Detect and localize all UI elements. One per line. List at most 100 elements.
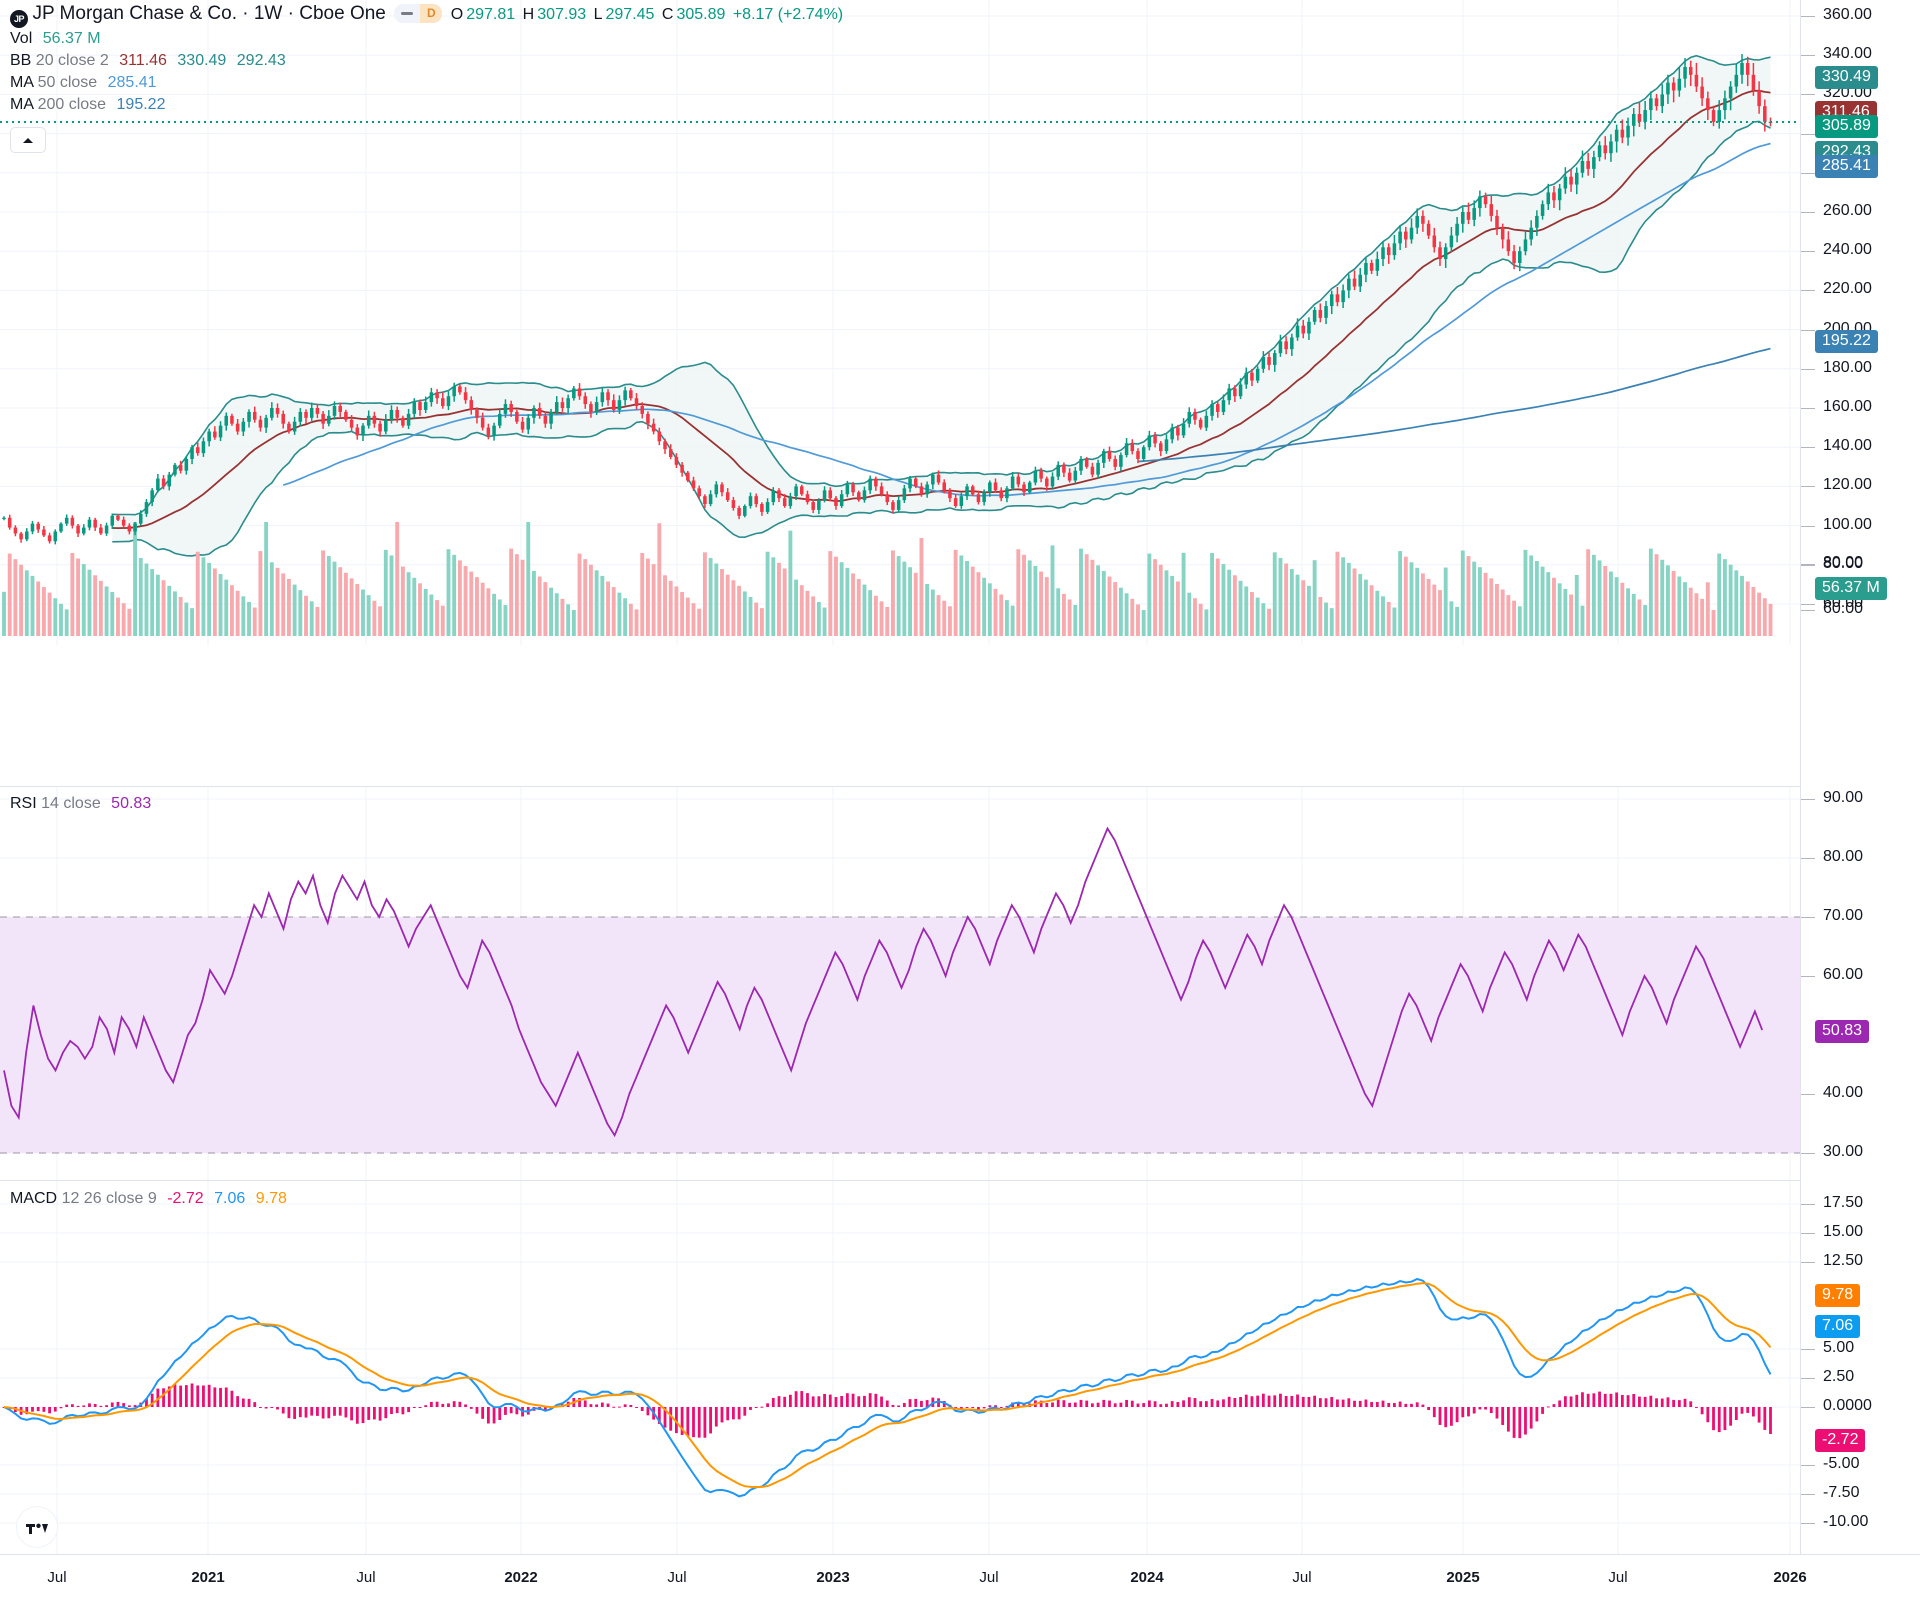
axis-tick-mark	[1801, 1094, 1815, 1095]
rsi-legend[interactable]: RSI 14 close 50.83	[10, 793, 151, 815]
rsi-value: 50.83	[111, 795, 152, 812]
price-axis-value-tag[interactable]: 56.37 M	[1815, 577, 1887, 600]
axis-tick-mark	[1801, 604, 1815, 605]
time-axis-label: 2021	[191, 1569, 225, 1586]
ma200-legend-row[interactable]: MA 200 close 195.22	[10, 94, 846, 116]
macd-axis-tick: 15.00	[1823, 1223, 1864, 1240]
time-axis-label: Jul	[356, 1569, 376, 1586]
macd-axis-tick: 0.0000	[1823, 1397, 1872, 1414]
time-axis[interactable]: Jul 2021 Jul 2022 Jul 2023 Jul 2024 Jul 2025 Jul 20…	[0, 1554, 1920, 1600]
symbol-title-row[interactable]: JP JP Morgan Chase & Co. · 1W · Cboe One…	[10, 3, 846, 28]
macd-axis-tick: 12.50	[1823, 1252, 1864, 1269]
symbol-title[interactable]: JP Morgan Chase & Co. · 1W · Cboe One	[32, 3, 386, 24]
price-axis-value-tag[interactable]: 330.49	[1815, 66, 1878, 89]
macd-axis-value-tag[interactable]: -2.72	[1815, 1428, 1866, 1452]
rsi-axis-tick: 30.00	[1823, 1143, 1864, 1160]
time-axis-label: Jul	[1292, 1569, 1312, 1586]
macd-signal-value: 9.78	[255, 1190, 287, 1207]
macd-label: MACD	[10, 1190, 58, 1207]
bb-lower-value: 292.43	[236, 52, 286, 69]
ma200-value: 195.22	[116, 96, 166, 113]
adjust-icon	[394, 4, 421, 24]
axis-tick-mark	[1801, 251, 1815, 253]
bb-label: BB	[10, 52, 32, 69]
axis-tick-mark	[1801, 408, 1815, 409]
price-axis-tick: 120.00	[1823, 476, 1872, 494]
macd-params: 12 26 close 9	[61, 1190, 157, 1207]
time-axis-label: 2025	[1446, 1569, 1480, 1586]
rsi-params: 14 close	[41, 795, 101, 812]
high-value: 307.93	[537, 6, 587, 23]
rsi-axis-tick: 60.00	[1823, 966, 1864, 983]
axis-tick-mark	[1801, 1378, 1815, 1379]
macd-pane-canvas	[0, 1181, 1800, 1554]
low-label: L	[593, 6, 603, 23]
axis-tick-mark	[1801, 1465, 1815, 1466]
time-axis-label: 2022	[504, 1569, 538, 1586]
pane-divider-rsi[interactable]	[0, 786, 1920, 787]
price-axis-value-tag[interactable]: 285.41	[1815, 155, 1878, 178]
close-label: C	[661, 6, 674, 23]
interval-badge[interactable]: D	[394, 3, 443, 25]
axis-tick-mark	[1801, 917, 1815, 918]
volume-label: Vol	[10, 30, 33, 47]
time-axis-label: Jul	[667, 1569, 687, 1586]
price-axis-tick: 360.00	[1823, 6, 1872, 23]
close-value: 305.89	[676, 6, 726, 23]
axis-tick-mark	[1801, 610, 1815, 611]
axis-tick-mark	[1801, 799, 1815, 800]
bb-params: 20 close 2	[35, 52, 109, 69]
rsi-axis-value-tag[interactable]: 50.83	[1815, 1020, 1870, 1044]
price-axis-value-tag[interactable]: 305.89	[1815, 115, 1878, 138]
macd-axis-tick: -5.00	[1823, 1455, 1860, 1472]
ma50-label: MA	[10, 74, 34, 91]
axis-tick-mark	[1801, 1523, 1815, 1524]
price-axis-value-tag[interactable]: 195.22	[1815, 330, 1878, 353]
rsi-axis-tick: 40.00	[1823, 1084, 1864, 1101]
axis-tick-mark	[1801, 1494, 1815, 1495]
low-value: 297.45	[605, 6, 655, 23]
macd-axis-value-tag[interactable]: 7.06	[1815, 1315, 1861, 1339]
rsi-label: RSI	[10, 795, 37, 812]
price-axis-tick: 180.00	[1823, 358, 1872, 376]
price-axis-tick: 100.00	[1823, 515, 1872, 533]
macd-axis-tick: 17.50	[1823, 1194, 1864, 1211]
tradingview-logo-icon[interactable]	[16, 1506, 58, 1548]
ma200-params: 200 close	[37, 96, 107, 113]
price-axis-tick: 240.00	[1823, 241, 1872, 259]
ma50-params: 50 close	[37, 74, 98, 91]
volume-value: 56.37 M	[42, 30, 101, 47]
axis-tick-mark	[1801, 564, 1815, 566]
axis-tick-mark	[1801, 976, 1815, 977]
axis-tick-mark	[1801, 94, 1815, 96]
bb-legend-row[interactable]: BB 20 close 2 311.46 330.49 292.43	[10, 50, 846, 72]
collapse-legend-button[interactable]	[10, 127, 46, 153]
bb-upper-value: 330.49	[177, 52, 227, 69]
price-axis[interactable]: 360.00340.00320.00300.00280.00260.00240.…	[1800, 0, 1920, 1600]
ohlc-values: O 297.81 H 307.93 L 297.45 C 305.89 +8.17 (+…	[451, 6, 846, 23]
volume-legend-row[interactable]: Vol 56.37 M	[10, 28, 846, 50]
axis-tick-mark	[1801, 329, 1815, 331]
pane-divider-macd[interactable]	[0, 1180, 1920, 1181]
rsi-axis-tick: 80.00	[1823, 848, 1864, 865]
macd-axis-tick: -10.00	[1823, 1513, 1869, 1530]
axis-tick-mark	[1801, 55, 1815, 57]
rsi-pane-canvas	[0, 787, 1800, 1187]
rsi-axis-tick: 90.00	[1823, 789, 1864, 806]
macd-line-value: 7.06	[214, 1190, 246, 1207]
time-axis-label: Jul	[1608, 1569, 1628, 1586]
ma50-legend-row[interactable]: MA 50 close 285.41	[10, 72, 846, 94]
macd-axis-value-tag[interactable]: 9.78	[1815, 1283, 1861, 1307]
change-value: +8.17 (+2.74%)	[732, 6, 844, 23]
price-axis-tick: 340.00	[1823, 45, 1872, 63]
axis-tick-mark	[1801, 368, 1815, 370]
price-axis-tick: 80.00	[1823, 554, 1864, 572]
macd-legend[interactable]: MACD 12 26 close 9 -2.72 7.06 9.78	[10, 1188, 287, 1210]
macd-axis-tick: 5.00	[1823, 1339, 1855, 1356]
price-axis-tick: 220.00	[1823, 280, 1872, 298]
price-axis-tick: 260.00	[1823, 202, 1872, 219]
axis-tick-mark	[1801, 525, 1815, 527]
volume-axis-tick: 60.00	[1823, 600, 1864, 617]
macd-axis-tick: 2.50	[1823, 1368, 1855, 1385]
